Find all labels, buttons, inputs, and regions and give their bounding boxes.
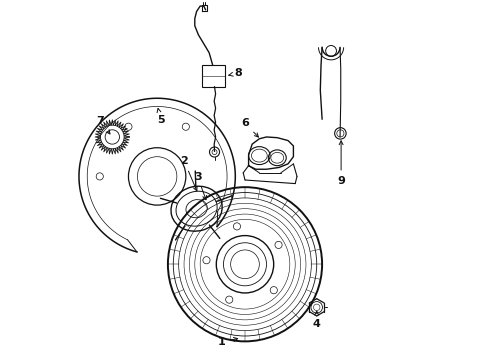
Text: 6: 6 [241, 118, 258, 137]
Bar [202, 65, 225, 87]
Text: 5: 5 [157, 108, 165, 125]
Text: 2: 2 [180, 156, 197, 191]
Text: 3: 3 [194, 172, 206, 200]
Text: 8: 8 [229, 68, 243, 78]
Text: 9: 9 [337, 141, 345, 186]
Text: 1: 1 [218, 337, 238, 347]
Text: 4: 4 [313, 311, 320, 329]
Text: 7: 7 [97, 116, 110, 134]
